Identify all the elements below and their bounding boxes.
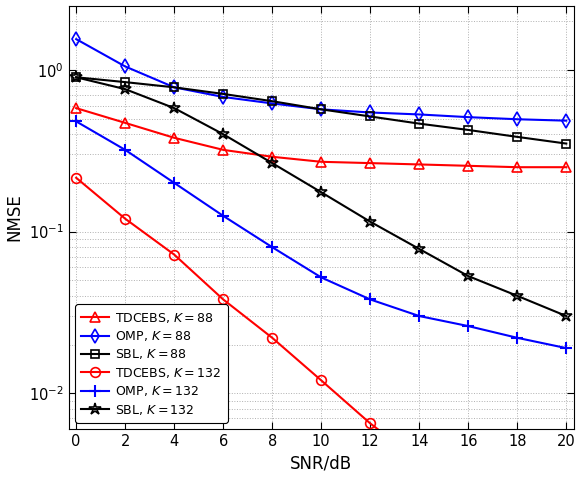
TDCEBS, $K = 88$ — [122, 120, 129, 126]
OMP, $K = 88$ — [563, 118, 570, 123]
SBL, $K = 132$ — [465, 273, 472, 279]
TDCEBS, $K = 132$ — [269, 335, 276, 341]
OMP, $K = 132$ — [122, 147, 129, 153]
X-axis label: SNR/dB: SNR/dB — [290, 455, 352, 472]
OMP, $K = 88$ — [514, 116, 521, 122]
OMP, $K = 132$ — [465, 323, 472, 329]
SBL, $K = 88$ — [416, 121, 423, 127]
SBL, $K = 88$ — [514, 134, 521, 140]
SBL, $K = 132$ — [171, 105, 178, 111]
Line: OMP, $K = 88$: OMP, $K = 88$ — [72, 34, 571, 126]
OMP, $K = 132$ — [269, 244, 276, 250]
OMP, $K = 88$ — [73, 36, 80, 42]
SBL, $K = 132$ — [318, 189, 325, 195]
SBL, $K = 88$ — [171, 85, 178, 90]
OMP, $K = 132$ — [318, 274, 325, 280]
TDCEBS, $K = 132$ — [171, 252, 178, 258]
SBL, $K = 88$ — [73, 75, 80, 80]
OMP, $K = 132$ — [416, 313, 423, 319]
TDCEBS, $K = 132$ — [122, 216, 129, 222]
TDCEBS, $K = 88$ — [171, 135, 178, 141]
Line: SBL, $K = 132$: SBL, $K = 132$ — [70, 71, 573, 322]
OMP, $K = 88$ — [269, 100, 276, 106]
SBL, $K = 132$ — [514, 293, 521, 299]
OMP, $K = 132$ — [220, 213, 227, 219]
TDCEBS, $K = 132$ — [416, 458, 423, 464]
OMP, $K = 88$ — [171, 85, 178, 90]
SBL, $K = 132$ — [220, 131, 227, 137]
SBL, $K = 88$ — [220, 91, 227, 97]
TDCEBS, $K = 88$ — [563, 164, 570, 170]
OMP, $K = 88$ — [220, 94, 227, 100]
SBL, $K = 88$ — [318, 107, 325, 112]
OMP, $K = 132$ — [367, 296, 374, 302]
OMP, $K = 88$ — [318, 107, 325, 112]
TDCEBS, $K = 88$ — [514, 164, 521, 170]
TDCEBS, $K = 88$ — [416, 162, 423, 167]
SBL, $K = 132$ — [122, 86, 129, 92]
TDCEBS, $K = 88$ — [318, 159, 325, 164]
SBL, $K = 88$ — [122, 79, 129, 85]
OMP, $K = 88$ — [367, 109, 374, 115]
SBL, $K = 132$ — [563, 313, 570, 319]
TDCEBS, $K = 132$ — [367, 421, 374, 426]
TDCEBS, $K = 132$ — [318, 378, 325, 383]
TDCEBS, $K = 132$ — [73, 175, 80, 181]
TDCEBS, $K = 88$ — [220, 147, 227, 153]
Legend: TDCEBS, $K = 88$, OMP, $K = 88$, SBL, $K = 88$, TDCEBS, $K = 132$, OMP, $K = 132: TDCEBS, $K = 88$, OMP, $K = 88$, SBL, $K… — [75, 304, 228, 423]
TDCEBS, $K = 88$ — [465, 163, 472, 169]
SBL, $K = 88$ — [367, 114, 374, 120]
Line: TDCEBS, $K = 88$: TDCEBS, $K = 88$ — [72, 103, 571, 172]
OMP, $K = 88$ — [416, 111, 423, 117]
Line: OMP, $K = 132$: OMP, $K = 132$ — [70, 115, 573, 354]
TDCEBS, $K = 88$ — [269, 154, 276, 160]
OMP, $K = 132$ — [514, 335, 521, 341]
SBL, $K = 132$ — [269, 160, 276, 166]
OMP, $K = 132$ — [73, 119, 80, 124]
SBL, $K = 88$ — [465, 127, 472, 133]
SBL, $K = 88$ — [563, 141, 570, 146]
Line: SBL, $K = 88$: SBL, $K = 88$ — [72, 73, 570, 148]
TDCEBS, $K = 88$ — [73, 105, 80, 111]
OMP, $K = 88$ — [122, 64, 129, 69]
Y-axis label: NMSE: NMSE — [6, 194, 23, 241]
OMP, $K = 88$ — [465, 114, 472, 120]
SBL, $K = 132$ — [73, 75, 80, 80]
TDCEBS, $K = 132$ — [220, 296, 227, 302]
TDCEBS, $K = 88$ — [367, 160, 374, 166]
SBL, $K = 88$ — [269, 98, 276, 104]
OMP, $K = 132$ — [171, 180, 178, 186]
SBL, $K = 132$ — [416, 246, 423, 252]
OMP, $K = 132$ — [563, 345, 570, 351]
Line: TDCEBS, $K = 132$: TDCEBS, $K = 132$ — [72, 173, 571, 478]
SBL, $K = 132$ — [367, 219, 374, 225]
